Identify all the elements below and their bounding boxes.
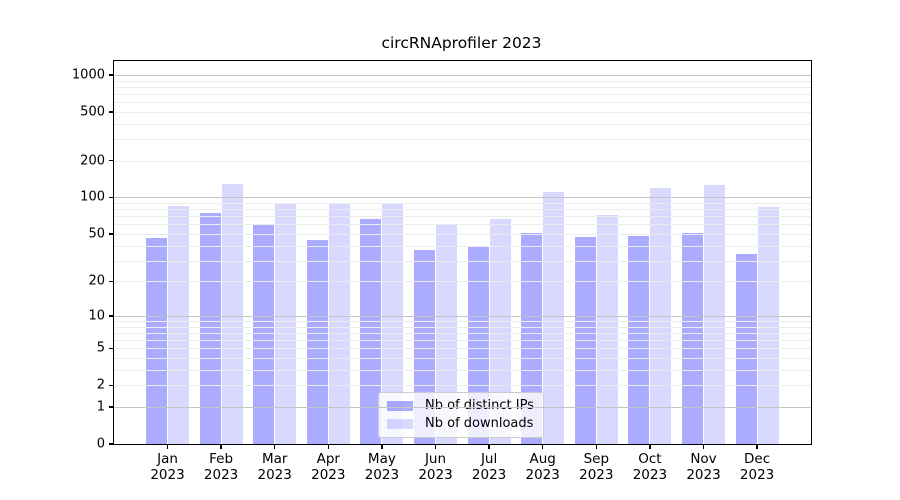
gridline-minor [114, 93, 811, 95]
bar-downloads-dec [757, 206, 779, 444]
bar-distinct-ips-aug [521, 232, 543, 444]
x-tick-mark [756, 444, 758, 449]
x-tick-mark [220, 444, 222, 449]
x-tick-mark [541, 444, 544, 449]
x-tick-mark [488, 444, 490, 449]
x-tick-label: Jul 2023 [471, 451, 507, 483]
bar-downloads-feb [221, 183, 243, 444]
bar-distinct-ips-mar [253, 224, 275, 444]
bar-distinct-ips-may [360, 218, 382, 444]
y-tick-mark [109, 280, 114, 283]
y-tick-mark [109, 196, 114, 199]
gridline-minor [114, 123, 811, 125]
plot-area: Nb of distinct IPs Nb of downloads 0 1 2 5 1… [72, 60, 812, 483]
bar-downloads-jan [168, 206, 189, 444]
x-tick-label: Dec 2023 [739, 451, 775, 483]
y-tick-label: 200 [80, 153, 105, 169]
y-tick-label: 1 [96, 399, 105, 415]
legend: Nb of distinct IPs Nb of downloads [378, 392, 544, 438]
x-tick-label: Jan 2023 [150, 451, 185, 483]
x-tick-label: Oct 2023 [632, 451, 668, 483]
x-tick-mark [649, 444, 651, 449]
bar-distinct-ips-apr [306, 239, 328, 444]
x-tick-mark [273, 444, 276, 449]
legend-label-distinct-ips: Nb of distinct IPs [425, 398, 534, 413]
legend-swatch-distinct-ips [387, 400, 413, 411]
y-tick-mark [109, 111, 114, 113]
legend-item-distinct-ips: Nb of distinct IPs [387, 398, 535, 413]
legend-swatch-downloads [387, 418, 413, 429]
x-tick-mark [381, 444, 383, 449]
gridline-minor [114, 86, 811, 88]
y-tick-mark [109, 443, 114, 445]
gridline-minor [114, 102, 811, 104]
x-tick-label: Sep 2023 [579, 451, 614, 483]
x-tick-label: Aug 2023 [525, 451, 560, 483]
gridline-minor [114, 111, 811, 113]
x-tick-mark [327, 444, 330, 449]
x-tick-label: Mar 2023 [257, 451, 292, 483]
bar-downloads-oct [650, 187, 672, 444]
y-tick-mark [109, 233, 114, 235]
gridline-major [114, 74, 811, 76]
bar-distinct-ips-sep [574, 237, 596, 444]
bar-distinct-ips-nov [682, 232, 703, 444]
bar-distinct-ips-oct [628, 236, 650, 444]
gridline-minor [114, 139, 811, 141]
y-tick-mark [109, 315, 114, 317]
bar-downloads-sep [596, 214, 618, 444]
x-tick-mark [434, 444, 437, 449]
y-tick-label: 5 [96, 340, 105, 356]
x-tick-label: Nov 2023 [686, 451, 721, 483]
y-tick-label: 100 [80, 189, 105, 205]
y-tick-label: 50 [88, 226, 105, 242]
bar-distinct-ips-jan [146, 238, 167, 444]
bar-downloads-aug [543, 192, 565, 444]
y-tick-mark [109, 159, 114, 162]
y-tick-mark [109, 406, 114, 408]
y-tick-mark [109, 384, 114, 387]
legend-label-downloads: Nb of downloads [425, 416, 534, 431]
x-tick-label: Feb 2023 [203, 451, 239, 483]
gridline-minor [114, 160, 811, 162]
gridline-minor [114, 80, 811, 82]
chart-title: circRNAprofiler 2023 [381, 34, 542, 52]
bar-distinct-ips-dec [735, 254, 757, 444]
y-tick-label: 20 [88, 273, 105, 289]
x-tick-mark [702, 444, 705, 449]
x-tick-label: Jun 2023 [418, 451, 453, 483]
legend-item-downloads: Nb of downloads [387, 416, 535, 431]
bar-downloads-mar [275, 203, 297, 444]
x-tick-mark [166, 444, 169, 449]
y-tick-label: 500 [80, 104, 105, 120]
y-tick-mark [109, 74, 114, 76]
bar-distinct-ips-feb [199, 212, 221, 444]
bar-downloads-apr [328, 203, 350, 444]
y-tick-label: 1000 [71, 67, 105, 83]
x-tick-mark [595, 444, 598, 449]
y-tick-mark [109, 347, 114, 350]
y-tick-label: 10 [88, 308, 105, 324]
y-tick-label: 2 [96, 377, 105, 393]
x-tick-label: Apr 2023 [311, 451, 346, 483]
x-tick-label: May 2023 [364, 451, 400, 483]
y-tick-label: 0 [96, 436, 105, 452]
bar-downloads-may [382, 203, 404, 444]
bar-downloads-jul [489, 219, 511, 444]
bar-downloads-nov [704, 185, 725, 444]
